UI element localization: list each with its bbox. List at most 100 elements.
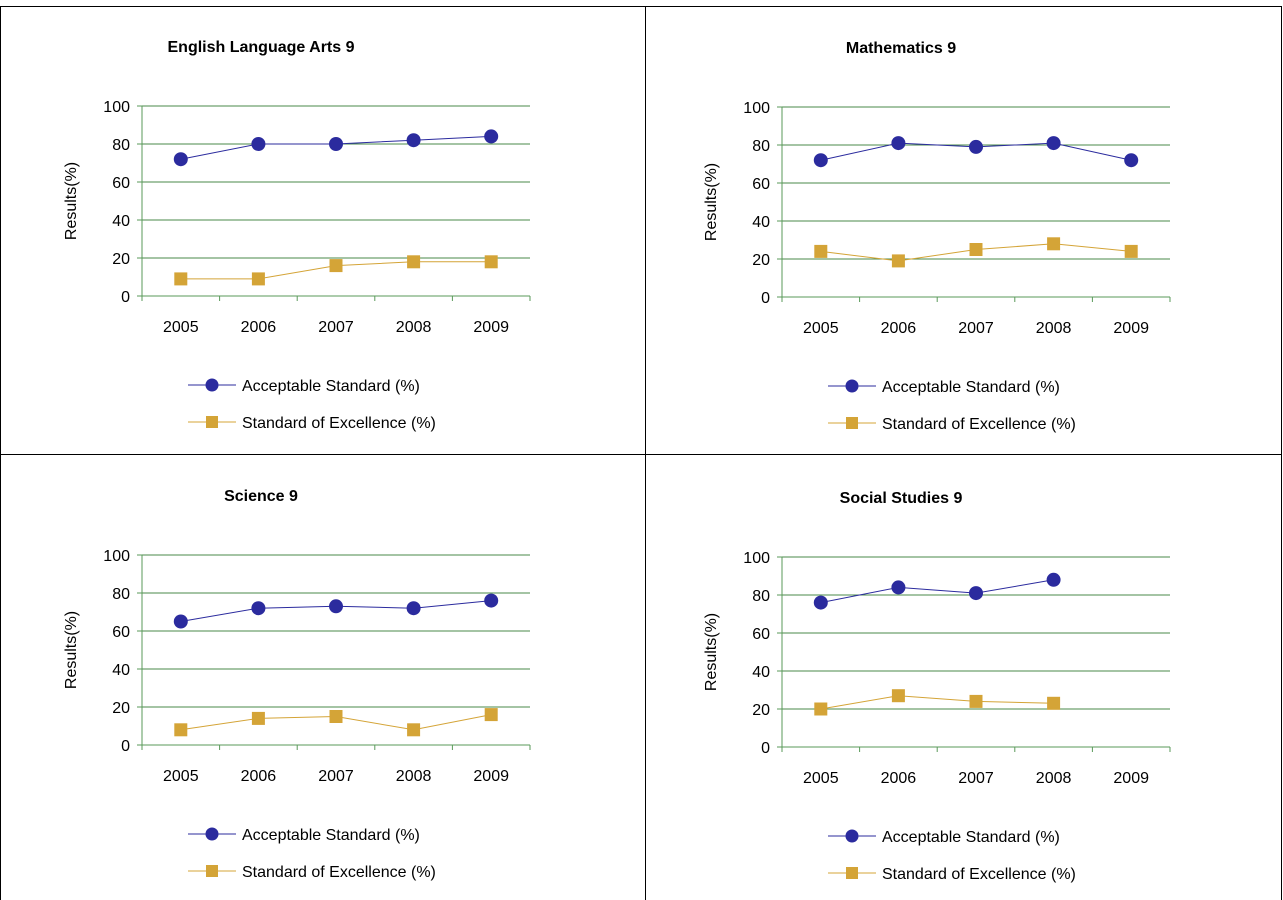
y-tick-label: 100 [743,550,770,567]
legend-label: Standard of Excellence (%) [882,866,1076,883]
y-tick-label: 20 [752,702,770,719]
x-tick-label: 2008 [396,319,432,336]
data-point-circle [891,136,905,150]
x-tick-label: 2009 [473,768,509,785]
data-point-circle [174,152,188,166]
x-tick-label: 2006 [241,319,277,336]
data-point-circle [814,153,828,167]
data-point-circle [407,601,421,615]
y-tick-label: 60 [752,176,770,193]
y-tick-label: 0 [761,290,770,307]
chart-panel-4: Social Studies 9 0 20 40 60 80 100 2005 2006 2007… [703,490,1170,883]
legend-marker-square [846,417,858,429]
chart-title: English Language Arts 9 [168,39,355,56]
y-tick-label: 0 [121,738,130,755]
data-point-square [252,272,265,285]
data-point-circle [484,594,498,608]
data-point-square [1047,697,1060,710]
legend-label: Acceptable Standard (%) [882,379,1060,396]
y-tick-label: 80 [112,586,130,603]
data-point-circle [484,129,498,143]
chart-panel-3: Science 9 0 20 40 60 80 100 2005 2006 2007 2008 200… [63,488,530,881]
data-point-circle [1047,136,1061,150]
y-tick-label: 80 [112,137,130,154]
y-tick-label: 60 [112,624,130,641]
chart-title: Science 9 [224,488,298,505]
legend-marker-circle [206,828,219,841]
data-point-square [485,708,498,721]
x-tick-label: 2006 [241,768,277,785]
y-tick-label: 100 [743,100,770,117]
x-tick-label: 2009 [1113,320,1149,337]
y-tick-label: 40 [112,213,130,230]
data-point-square [407,723,420,736]
x-tick-label: 2006 [881,770,917,787]
legend-marker-square [206,416,218,428]
x-tick-label: 2007 [958,320,994,337]
x-tick-label: 2005 [163,768,199,785]
data-point-square [1125,245,1138,258]
y-axis-label: Results(%) [63,162,80,240]
data-point-circle [174,615,188,629]
data-point-square [970,695,983,708]
data-point-square [330,259,343,272]
x-tick-label: 2005 [803,770,839,787]
y-tick-label: 60 [112,175,130,192]
y-tick-label: 80 [752,138,770,155]
x-tick-label: 2009 [1113,770,1149,787]
legend-label: Standard of Excellence (%) [242,864,436,881]
data-point-square [407,255,420,268]
y-tick-label: 0 [121,289,130,306]
y-axis-label: Results(%) [703,163,720,241]
legend-label: Acceptable Standard (%) [242,378,420,395]
data-point-square [814,245,827,258]
legend-label: Standard of Excellence (%) [882,416,1076,433]
y-tick-label: 100 [103,548,130,565]
y-tick-label: 0 [761,740,770,757]
x-tick-label: 2006 [881,320,917,337]
x-tick-label: 2009 [473,319,509,336]
data-point-square [892,689,905,702]
y-tick-label: 40 [112,662,130,679]
y-axis-label: Results(%) [703,613,720,691]
y-tick-label: 20 [752,252,770,269]
x-tick-label: 2008 [1036,770,1072,787]
legend-marker-circle [846,380,859,393]
data-point-square [252,712,265,725]
data-point-square [174,723,187,736]
series-line-2 [821,696,1054,709]
x-tick-label: 2008 [1036,320,1072,337]
legend-marker-circle [846,830,859,843]
data-point-circle [407,133,421,147]
x-tick-label: 2007 [318,768,354,785]
y-tick-label: 20 [112,700,130,717]
data-point-circle [329,137,343,151]
data-point-square [330,710,343,723]
y-tick-label: 40 [752,214,770,231]
series-line-1 [821,580,1054,603]
y-tick-label: 20 [112,251,130,268]
data-point-circle [814,596,828,610]
legend-marker-square [846,867,858,879]
chart-panel-1: English Language Arts 9 0 20 40 60 80 100 2005 2… [63,39,530,432]
data-point-square [485,255,498,268]
y-tick-label: 40 [752,664,770,681]
y-axis-label: Results(%) [63,611,80,689]
data-point-square [814,703,827,716]
legend-label: Standard of Excellence (%) [242,415,436,432]
data-point-square [174,272,187,285]
data-point-square [892,254,905,267]
chart-title: Social Studies 9 [840,490,963,507]
data-point-circle [1047,573,1061,587]
chart-title: Mathematics 9 [846,40,956,57]
x-tick-label: 2007 [318,319,354,336]
data-point-circle [251,601,265,615]
x-tick-label: 2005 [803,320,839,337]
data-point-square [1047,237,1060,250]
data-point-square [970,243,983,256]
x-tick-label: 2005 [163,319,199,336]
y-tick-label: 80 [752,588,770,605]
y-tick-label: 60 [752,626,770,643]
chart-panel-2: Mathematics 9 0 20 40 60 80 100 2005 2006 2007 200… [703,40,1170,433]
